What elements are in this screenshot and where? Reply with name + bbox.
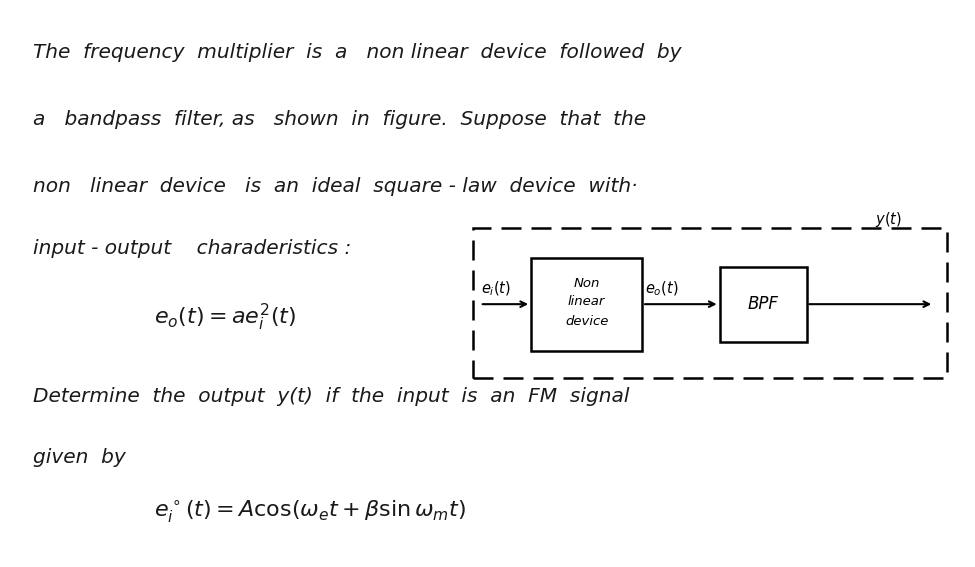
Text: BPF: BPF: [748, 295, 778, 313]
Bar: [720, 266, 806, 342]
Bar: [473, 227, 947, 379]
Text: given  by: given by: [33, 448, 126, 467]
Text: linear: linear: [567, 295, 605, 308]
Text: device: device: [565, 315, 608, 328]
Text: $e_o(t) = ae_i^2(t)$: $e_o(t) = ae_i^2(t)$: [154, 302, 296, 333]
Text: a   bandpass  filter, as   shown  in  figure.  Suppose  that  the: a bandpass filter, as shown in figure. S…: [33, 111, 646, 129]
Text: $y(t)$: $y(t)$: [876, 210, 902, 229]
Text: $e_i^\circ(t) = A\cos(\omega_e t + \beta\sin\omega_m t)$: $e_i^\circ(t) = A\cos(\omega_e t + \beta…: [154, 498, 466, 525]
Text: $e_o(t)$: $e_o(t)$: [645, 280, 679, 298]
Text: The  frequency  multiplier  is  a   non linear  device  followed  by: The frequency multiplier is a non linear…: [33, 43, 682, 62]
Text: $e_i(t)$: $e_i(t)$: [481, 280, 511, 298]
Text: Non: Non: [573, 277, 600, 290]
Text: Determine  the  output  y(t)  if  the  input  is  an  FM  signal: Determine the output y(t) if the input i…: [33, 387, 630, 406]
Text: input - output    charaderistics :: input - output charaderistics :: [33, 239, 351, 258]
Bar: [531, 259, 643, 350]
Text: non   linear  device   is  an  ideal  square - law  device  with·: non linear device is an ideal square - l…: [33, 177, 638, 196]
